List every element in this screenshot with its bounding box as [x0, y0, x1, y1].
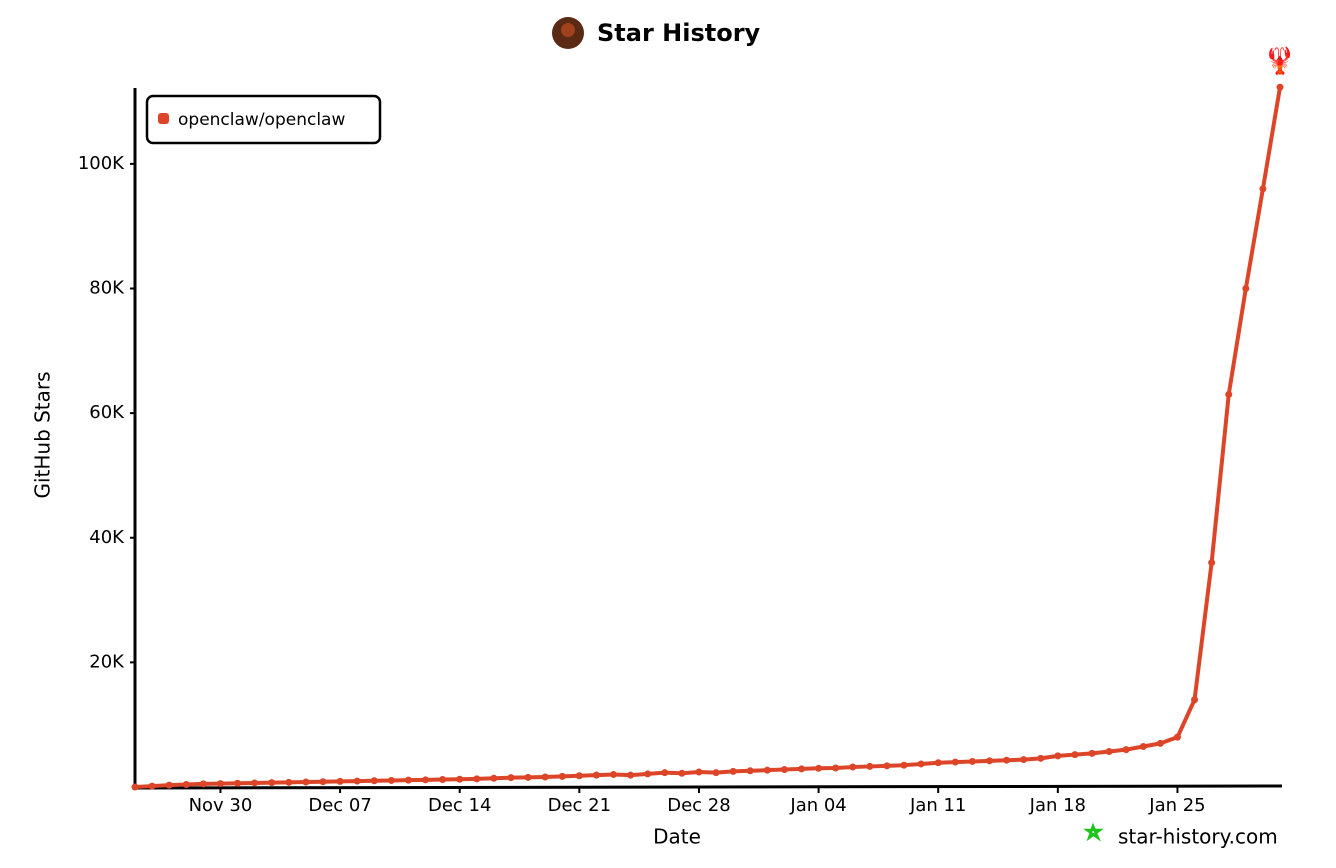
- data-point: [1105, 747, 1113, 755]
- data-point: [216, 780, 224, 788]
- data-point: [507, 774, 515, 782]
- data-point: [1054, 752, 1062, 760]
- data-point: [849, 763, 857, 771]
- data-point: [712, 769, 720, 777]
- data-point: [182, 781, 190, 789]
- data-point: [439, 776, 447, 784]
- data-point: [1037, 754, 1045, 762]
- data-point: [575, 772, 583, 780]
- y-axis-label: GitHub Stars: [31, 371, 55, 498]
- x-tick-label: Jan 04: [789, 795, 846, 816]
- data-point: [661, 769, 669, 777]
- x-axis: [134, 784, 1283, 790]
- chart-title: Star History: [597, 19, 761, 47]
- y-tick-label: 40K: [89, 527, 125, 548]
- data-point: [866, 762, 874, 770]
- data-point: [199, 780, 207, 788]
- data-point: [1225, 390, 1233, 398]
- data-point: [1276, 83, 1284, 91]
- data-point: [473, 775, 481, 783]
- data-point: [165, 781, 173, 789]
- data-point: [1173, 733, 1181, 741]
- data-point: [985, 757, 993, 765]
- data-point: [951, 758, 959, 766]
- data-point: [1020, 756, 1028, 764]
- data-point: [456, 775, 464, 783]
- y-tick-label: 60K: [89, 402, 125, 423]
- x-tick-label: Nov 30: [189, 795, 253, 816]
- legend-box: [145, 94, 382, 145]
- data-point: [404, 776, 412, 784]
- data-point: [746, 767, 754, 775]
- data-point: [592, 771, 600, 779]
- data-point: [1139, 742, 1147, 750]
- data-point: [815, 764, 823, 772]
- data-point: [695, 768, 703, 776]
- data-point: [763, 766, 771, 774]
- data-point: [917, 760, 925, 768]
- data-point: [319, 778, 327, 786]
- data-point: [490, 774, 498, 782]
- data-point: [302, 778, 310, 786]
- data-point: [387, 776, 395, 784]
- data-point: [1259, 185, 1267, 193]
- data-point: [1156, 739, 1164, 747]
- data-point: [285, 778, 293, 786]
- y-tick-label: 100K: [78, 153, 125, 174]
- data-point: [131, 783, 139, 791]
- data-point: [1071, 751, 1079, 759]
- data-point: [678, 769, 686, 777]
- data-point: [900, 761, 908, 769]
- legend-label: openclaw/openclaw: [178, 110, 345, 130]
- x-tick-label: Dec 28: [667, 795, 730, 816]
- data-point: [1191, 696, 1199, 704]
- data-point: [251, 779, 259, 787]
- x-axis-label: Date: [653, 825, 701, 849]
- data-point: [968, 757, 976, 765]
- data-point: [234, 779, 242, 787]
- data-point: [148, 782, 156, 790]
- x-tick-label: Jan 25: [1148, 795, 1205, 816]
- data-point: [1242, 285, 1250, 293]
- data-point: [422, 776, 430, 784]
- data-point: [644, 770, 652, 778]
- data-point: [524, 773, 532, 781]
- y-tick-label: 20K: [89, 651, 125, 672]
- data-point: [627, 771, 635, 779]
- mascot: 🦞: [1264, 46, 1296, 77]
- data-point: [558, 772, 566, 780]
- data-point: [370, 777, 378, 785]
- data-point: [883, 762, 891, 770]
- legend-swatch: [158, 113, 169, 124]
- data-point: [541, 773, 549, 781]
- y-tick-label: 80K: [89, 278, 125, 299]
- data-point: [1208, 559, 1216, 567]
- data-point: [610, 771, 618, 779]
- x-tick-label: Dec 07: [308, 795, 371, 816]
- data-point: [729, 767, 737, 775]
- data-point: [1122, 746, 1130, 754]
- data-point: [1003, 756, 1011, 764]
- data-point: [934, 759, 942, 767]
- x-tick-label: Dec 21: [548, 795, 611, 816]
- watermark: star-history.com: [1118, 825, 1278, 849]
- x-tick-label: Jan 18: [1029, 795, 1086, 816]
- data-point: [797, 765, 805, 773]
- data-point: [268, 779, 276, 787]
- x-tick-label: Dec 14: [428, 795, 491, 816]
- series-line: [134, 86, 1282, 789]
- data-point: [780, 766, 788, 774]
- data-point: [1088, 749, 1096, 757]
- data-point: [832, 764, 840, 772]
- data-point: [353, 777, 361, 785]
- avatar-detail: [561, 23, 575, 37]
- watermark-icon: [1083, 822, 1104, 842]
- x-tick-label: Jan 11: [909, 795, 966, 816]
- data-point: [336, 777, 344, 785]
